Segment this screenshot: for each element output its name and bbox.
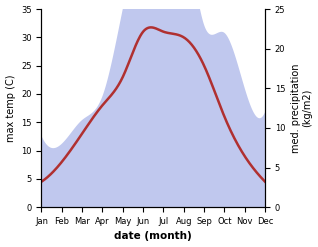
Y-axis label: max temp (C): max temp (C) xyxy=(5,74,16,142)
X-axis label: date (month): date (month) xyxy=(114,231,192,242)
Y-axis label: med. precipitation
(kg/m2): med. precipitation (kg/m2) xyxy=(291,63,313,153)
